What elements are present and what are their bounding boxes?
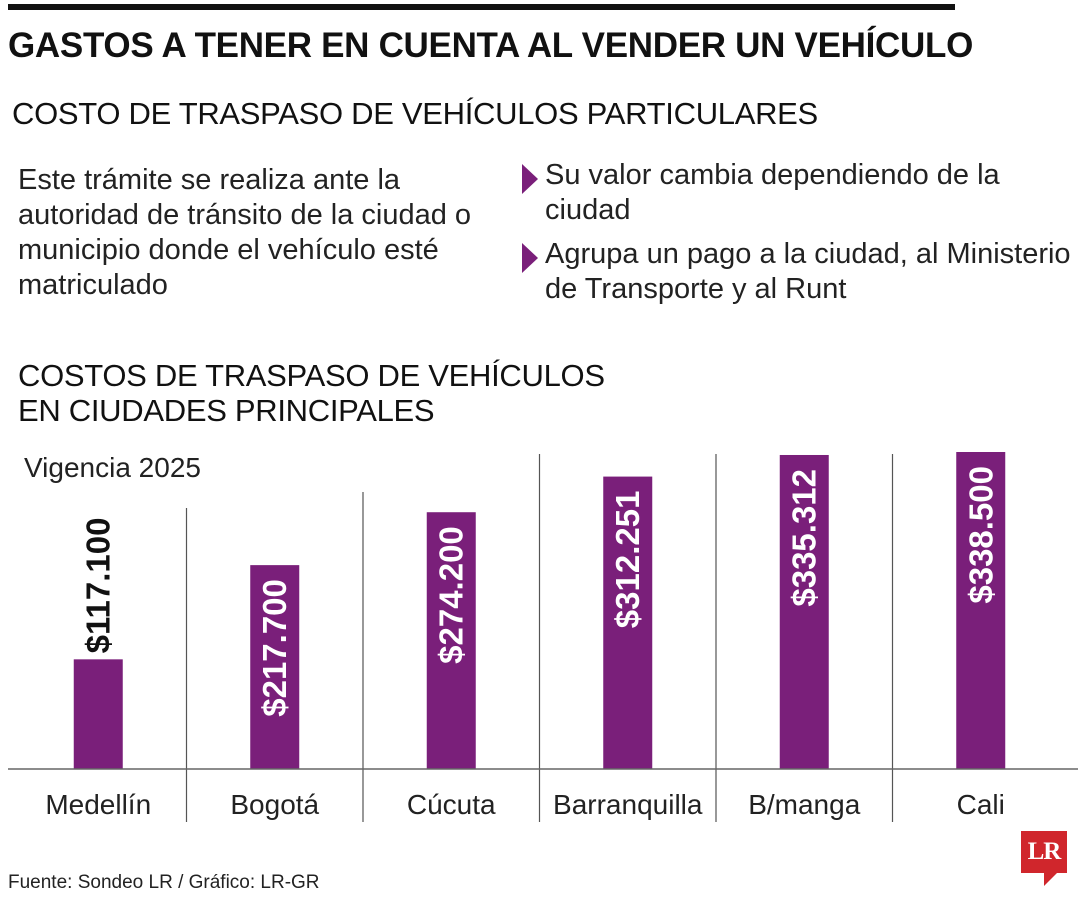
chart-title-line: EN CIUDADES PRINCIPALES: [18, 393, 435, 428]
bar: [426, 512, 476, 769]
bar-value-label: $335.312: [786, 469, 823, 607]
triangle-bullet-icon: [522, 243, 538, 273]
chart-subtitle: Vigencia 2025: [24, 452, 201, 483]
top-rule: [8, 4, 955, 10]
bar: [250, 565, 300, 769]
page-title: GASTOS A TENER EN CUENTA AL VENDER UN VE…: [8, 26, 973, 65]
bar-value-label: $217.700: [256, 579, 293, 717]
bar-value-label: $274.200: [433, 526, 470, 664]
section-subtitle: COSTO DE TRASPASO DE VEHÍCULOS PARTICULA…: [12, 96, 818, 131]
category-label: Cali: [957, 789, 1005, 820]
category-label: Barranquilla: [553, 789, 703, 820]
category-label: Cúcuta: [407, 789, 496, 820]
bullet-text: Agrupa un pago a la ciudad, al Ministeri…: [545, 238, 1071, 305]
source-note: Fuente: Sondeo LR / Gráfico: LR-GR: [8, 872, 320, 893]
bullet-item: Agrupa un pago a la ciudad, al Ministeri…: [520, 237, 1075, 307]
bar: [779, 454, 829, 769]
bar: [956, 452, 1006, 769]
bar-value-label: $117.100: [80, 518, 117, 654]
lr-logo: LR: [1021, 831, 1067, 873]
bar-value-label: $338.500: [962, 466, 999, 604]
bar: [73, 659, 123, 769]
category-label: B/manga: [748, 789, 860, 820]
bar: [603, 476, 653, 769]
triangle-bullet-icon: [522, 164, 538, 194]
category-label: Medellín: [45, 789, 151, 820]
bullet-text: Su valor cambia dependiendo de la ciudad: [545, 159, 1000, 226]
category-label: Bogotá: [230, 789, 319, 820]
bullet-list: Su valor cambia dependiendo de la ciudad…: [520, 158, 1075, 316]
logo-tail-shape: [1044, 872, 1058, 886]
bar-chart: Vigencia 2025 $117.100 $217.700 $274.200 $3…: [8, 452, 1078, 822]
chart-title-line: COSTOS DE TRASPASO DE VEHÍCULOS: [18, 358, 605, 393]
bullet-item: Su valor cambia dependiendo de la ciudad: [520, 158, 1075, 228]
chart-title: COSTOS DE TRASPASO DE VEHÍCULOS EN CIUDA…: [18, 358, 605, 428]
intro-text: Este trámite se realiza ante la autorida…: [18, 164, 472, 301]
bar-value-label: $312.251: [609, 491, 646, 629]
